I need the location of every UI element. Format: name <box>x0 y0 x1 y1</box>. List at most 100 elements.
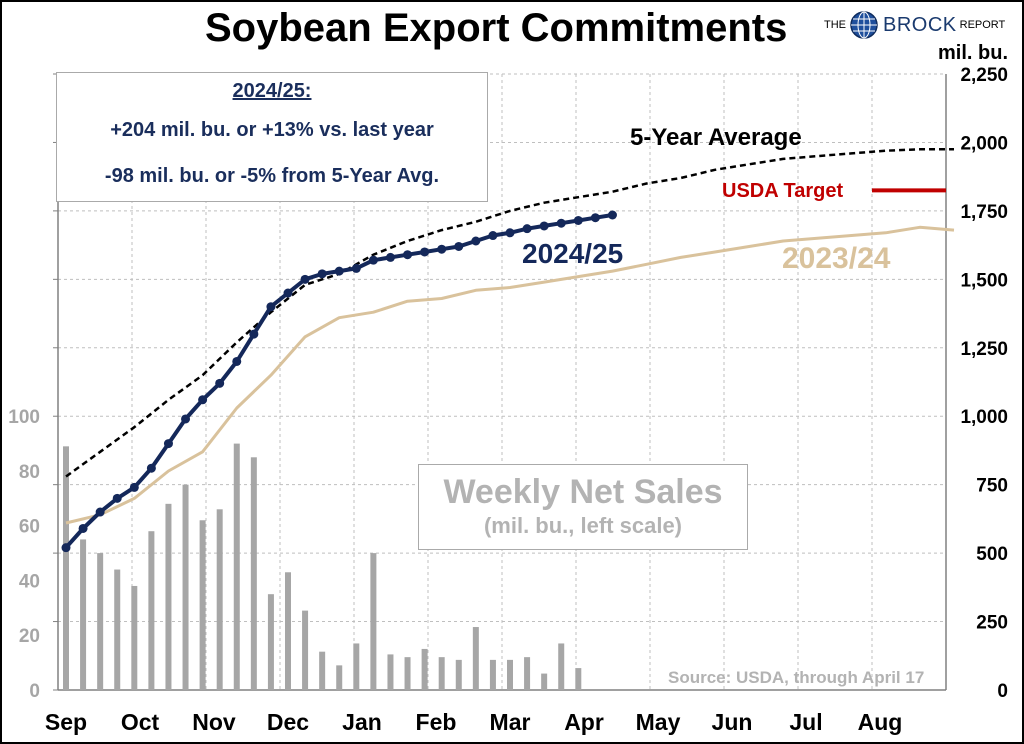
weekly-sales-bar <box>80 539 87 690</box>
left-tick-label: 40 <box>19 571 40 592</box>
current-season-point <box>334 266 344 276</box>
weekly-sales-bar <box>131 585 138 690</box>
annotation-line-1: +204 mil. bu. or +13% vs. last year <box>110 119 434 141</box>
month-label: Jun <box>712 709 753 735</box>
weekly-sales-bar <box>336 665 343 690</box>
left-tick-label: 20 <box>19 626 40 647</box>
left-tick-label: 100 <box>8 407 40 428</box>
month-label: Feb <box>416 709 457 735</box>
current-season-point <box>317 269 327 279</box>
weekly-sales-bar <box>575 668 582 690</box>
brand-logo: THE BROCK REPORT <box>824 10 1005 40</box>
weekly-sales-bar <box>216 509 223 690</box>
current-season-point <box>522 224 532 234</box>
weekly-sales-bar <box>438 657 445 690</box>
current-season-point <box>146 463 156 473</box>
weekly-sales-bar <box>114 569 121 690</box>
current-season-point <box>539 221 549 231</box>
weekly-sales-title: Weekly Net Sales <box>443 473 723 511</box>
current-season-point <box>403 250 413 260</box>
current-season-point <box>590 213 600 223</box>
current-season-point <box>488 231 498 241</box>
current-season-point <box>129 482 139 492</box>
left-tick-label: 60 <box>19 517 40 538</box>
weekly-sales-bar <box>541 673 548 690</box>
weekly-sales-subtitle: (mil. bu., left scale) <box>483 513 683 538</box>
brand-name: BROCK <box>883 13 957 36</box>
weekly-sales-bar <box>165 503 172 690</box>
weekly-sales-bar <box>421 648 428 690</box>
weekly-sales-bar <box>370 553 377 690</box>
weekly-sales-bar <box>148 531 155 690</box>
annotation-line-2: -98 mil. bu. or -5% from 5-Year Avg. <box>104 165 440 187</box>
right-tick-label: 1,250 <box>960 339 1008 360</box>
globe-icon <box>850 11 878 39</box>
right-tick-label: 500 <box>976 544 1008 565</box>
usda-target-label: USDA Target <box>722 180 844 202</box>
month-label: Dec <box>267 709 309 735</box>
weekly-sales-bar <box>182 484 189 690</box>
current-season-point <box>283 288 293 298</box>
current-season-point <box>471 236 481 246</box>
right-axis-unit: mil. bu. <box>938 42 1008 64</box>
current-season-point <box>300 274 310 284</box>
weekly-sales-bar <box>489 659 496 690</box>
current-season-point <box>198 395 208 405</box>
weekly-sales-box: Weekly Net Sales (mil. bu., left scale) <box>418 464 748 550</box>
month-label: Jan <box>342 709 382 735</box>
weekly-sales-bar <box>319 651 326 690</box>
month-label: Nov <box>192 709 236 735</box>
weekly-sales-bar <box>387 654 394 690</box>
weekly-sales-bar <box>97 553 104 690</box>
current-season-point <box>454 241 464 251</box>
current-season-label: 2024/25 <box>522 238 624 269</box>
brand-the: THE <box>824 19 846 31</box>
line-five-year-average <box>65 148 954 478</box>
weekly-sales-bar <box>507 659 513 690</box>
current-season-point <box>112 493 122 503</box>
right-tick-label: 1,000 <box>960 407 1008 428</box>
weekly-sales-bar <box>63 446 69 690</box>
source-note: Source: USDA, through April 17 <box>668 668 925 687</box>
weekly-sales-bar <box>524 657 531 690</box>
right-tick-label: 0 <box>997 681 1008 702</box>
month-label: Mar <box>490 709 531 735</box>
right-tick-label: 2,000 <box>960 133 1008 154</box>
current-season-point <box>215 378 225 388</box>
weekly-sales-bar <box>267 594 274 690</box>
month-label: Jul <box>789 709 822 735</box>
right-tick-label: 1,500 <box>960 270 1008 291</box>
month-label: Apr <box>564 709 604 735</box>
month-label: Oct <box>121 709 160 735</box>
current-season-point <box>78 523 88 533</box>
current-season-point <box>505 228 515 238</box>
current-season-point <box>420 247 430 257</box>
annotation-box: 2024/25: +204 mil. bu. or +13% vs. last … <box>56 72 488 202</box>
month-label: May <box>636 709 681 735</box>
left-tick-label: 80 <box>19 462 40 483</box>
current-season-point <box>95 507 105 517</box>
weekly-sales-bar <box>404 657 411 690</box>
chart-title: Soybean Export Commitments <box>205 6 788 50</box>
right-tick-label: 1,750 <box>960 202 1008 223</box>
brand-report: REPORT <box>959 19 1006 31</box>
current-season-point <box>232 356 242 366</box>
right-tick-label: 750 <box>976 476 1008 497</box>
current-season-point <box>61 543 71 553</box>
month-label: Aug <box>858 709 903 735</box>
annotation-heading: 2024/25: <box>232 80 312 102</box>
weekly-sales-bar <box>455 659 462 690</box>
current-season-point <box>163 439 173 449</box>
left-tick-label: 0 <box>29 681 40 702</box>
current-season-point <box>368 255 378 265</box>
weekly-sales-bar <box>472 627 479 690</box>
current-season-point <box>385 252 395 262</box>
current-season-point <box>249 329 259 339</box>
five-year-label: 5-Year Average <box>630 124 802 151</box>
right-tick-label: 250 <box>976 613 1008 634</box>
weekly-sales-bar <box>285 572 291 690</box>
current-season-point <box>573 215 583 225</box>
current-season-point <box>266 302 276 312</box>
weekly-sales-bar <box>353 643 360 690</box>
